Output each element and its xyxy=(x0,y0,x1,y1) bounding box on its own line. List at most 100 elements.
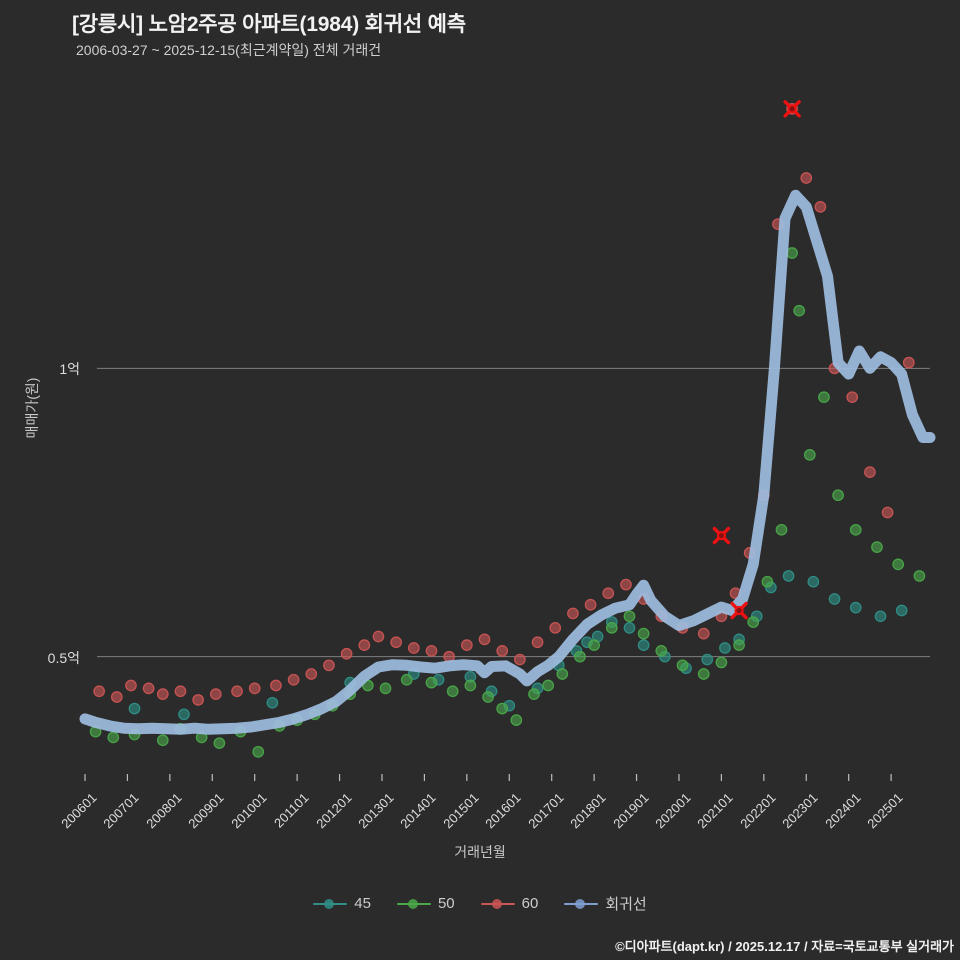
outlier-center-dot xyxy=(716,530,727,541)
outlier-x-marker xyxy=(730,601,748,620)
data-point xyxy=(156,734,169,747)
data-point xyxy=(400,673,413,686)
data-point xyxy=(231,685,243,698)
data-point xyxy=(818,391,830,404)
data-point xyxy=(482,691,494,703)
data-point xyxy=(719,642,731,654)
y-tick-label: 1억 xyxy=(59,361,80,378)
outlier-x-marker xyxy=(712,526,731,545)
data-point xyxy=(747,616,760,628)
footer-credit: ©디아파트(dapt.kr) / 2025.12.17 / 자료=국토교통부 실… xyxy=(615,939,954,954)
legend-swatch-icon xyxy=(480,898,515,910)
data-point xyxy=(192,694,204,706)
data-point xyxy=(425,645,438,657)
data-point xyxy=(782,570,795,582)
data-point xyxy=(623,621,636,634)
data-point xyxy=(895,604,908,617)
data-point xyxy=(793,304,806,317)
legend-item-60[interactable]: 60 xyxy=(480,895,539,912)
data-point xyxy=(849,601,862,614)
data-point xyxy=(637,639,650,651)
data-point xyxy=(372,630,385,643)
data-point xyxy=(340,647,353,660)
data-point xyxy=(358,639,371,651)
data-point xyxy=(287,673,300,686)
data-point xyxy=(761,575,774,588)
data-point xyxy=(213,737,226,750)
data-point xyxy=(425,676,438,689)
outlier-center-dot xyxy=(787,104,797,114)
data-point xyxy=(567,607,579,620)
series-45 xyxy=(128,570,908,721)
data-point xyxy=(849,523,862,536)
data-point xyxy=(510,714,523,726)
data-point xyxy=(248,682,261,695)
data-point xyxy=(881,506,894,519)
data-point xyxy=(252,745,265,758)
chart-legend: 45 50 60 회귀선 xyxy=(0,893,960,914)
data-point xyxy=(528,688,540,701)
data-point xyxy=(174,685,187,698)
data-point xyxy=(496,702,509,715)
data-point xyxy=(814,201,827,213)
data-point xyxy=(655,645,668,657)
data-point xyxy=(807,575,820,588)
data-point xyxy=(605,621,618,634)
data-point xyxy=(800,172,813,184)
page-subtitle: 2006-03-27 ~ 2025-12-15(최근계약일) 전체 거래건 xyxy=(76,42,382,58)
regression-line xyxy=(79,189,936,735)
data-point xyxy=(464,679,477,692)
data-point xyxy=(178,708,190,721)
data-point xyxy=(209,688,222,701)
data-point xyxy=(637,627,650,640)
data-point xyxy=(871,541,883,553)
data-point xyxy=(446,685,459,698)
y-tick-label: 0.5억 xyxy=(47,649,80,666)
series-50 xyxy=(89,247,926,758)
data-point xyxy=(142,682,155,695)
data-point xyxy=(892,558,905,571)
data-point xyxy=(602,587,615,600)
data-point xyxy=(107,731,120,744)
data-point xyxy=(156,688,169,701)
legend-item-50[interactable]: 50 xyxy=(396,895,455,912)
legend-swatch-icon xyxy=(396,898,431,910)
data-point xyxy=(379,682,392,695)
data-point xyxy=(496,645,509,657)
outlier-center-dot xyxy=(734,605,744,616)
data-point xyxy=(542,679,555,692)
data-point xyxy=(588,639,600,651)
legend-item-45[interactable]: 45 xyxy=(313,895,371,912)
data-point xyxy=(584,598,597,611)
data-point xyxy=(864,466,876,478)
data-point xyxy=(828,593,841,605)
data-point xyxy=(913,570,926,582)
legend-label: 50 xyxy=(437,895,455,912)
data-point xyxy=(110,691,123,703)
data-point xyxy=(266,696,279,709)
page-title: [강릉시] 노암2주공 아파트(1984) 회귀선 예측 xyxy=(72,13,466,36)
data-point xyxy=(832,489,844,502)
data-point xyxy=(846,391,859,404)
data-point xyxy=(323,659,335,672)
data-point xyxy=(715,656,728,669)
y-axis-label: 매매가(원) xyxy=(24,377,40,439)
legend-swatch-icon xyxy=(564,898,599,910)
legend-item-회귀선[interactable]: 회귀선 xyxy=(564,893,647,914)
data-point xyxy=(270,679,282,692)
data-point xyxy=(697,627,710,640)
legend-label: 60 xyxy=(521,895,539,912)
data-point xyxy=(574,650,586,663)
legend-label: 회귀선 xyxy=(605,896,647,913)
data-point xyxy=(549,621,562,634)
data-point xyxy=(390,636,402,649)
data-point xyxy=(514,653,526,666)
outlier-x-marker xyxy=(783,100,801,118)
data-point xyxy=(407,642,420,654)
x-axis-label: 거래년월 xyxy=(454,844,506,860)
data-point xyxy=(697,668,710,680)
data-point xyxy=(620,578,632,591)
data-point xyxy=(676,659,689,672)
